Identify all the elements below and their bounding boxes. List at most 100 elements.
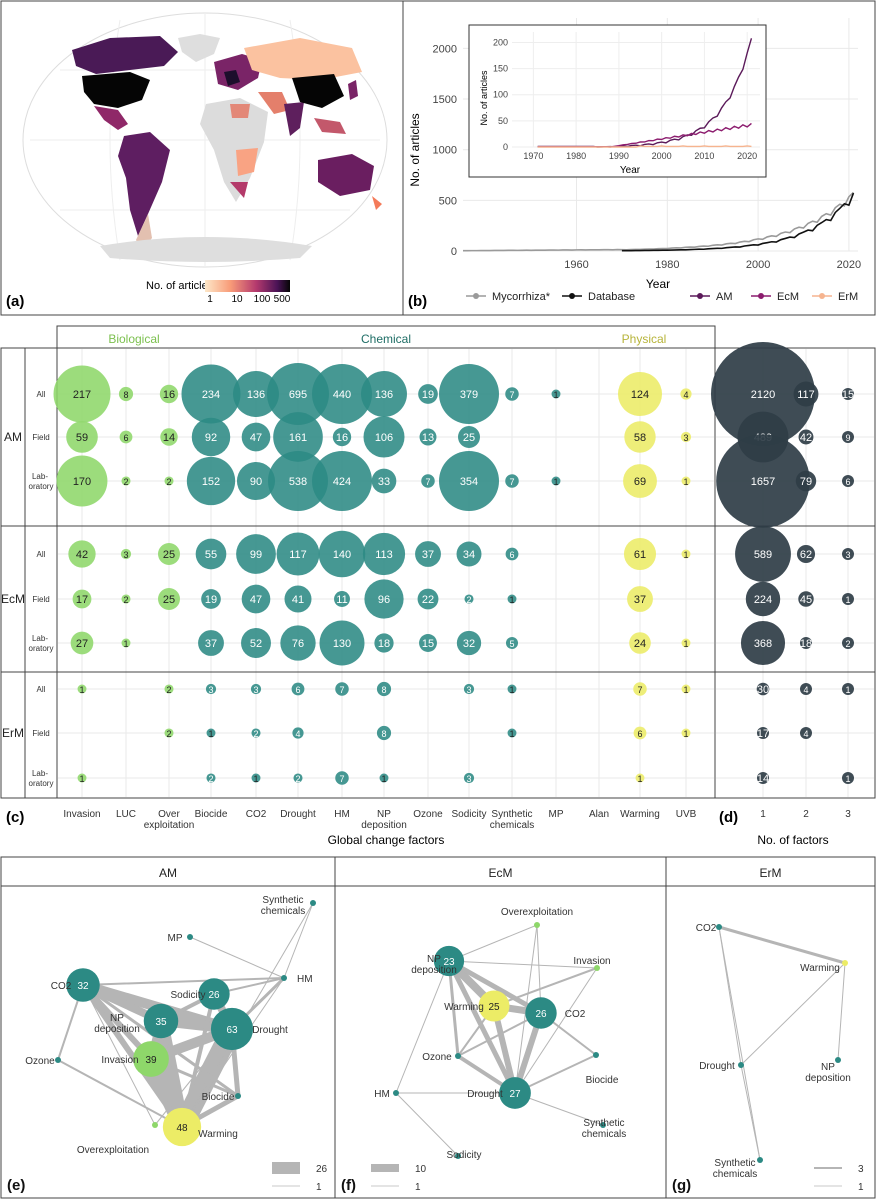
network-edge bbox=[837, 962, 846, 1061]
nfactor-bubble bbox=[795, 470, 817, 492]
nfactor-bubble bbox=[800, 637, 812, 649]
map-legend-tick: 500 bbox=[274, 294, 291, 305]
bubble-chem bbox=[191, 417, 231, 457]
bubble-bio bbox=[158, 543, 180, 565]
factor-tick-label-line: Alan bbox=[589, 809, 609, 820]
nfactor-value: 368 bbox=[754, 638, 772, 650]
legend-min-label: 1 bbox=[415, 1182, 421, 1193]
bubble-chem bbox=[241, 628, 271, 658]
bubble-bio bbox=[119, 430, 133, 444]
nfactor-value: 30 bbox=[757, 684, 769, 696]
y-tick-label: 0 bbox=[451, 246, 457, 258]
bubble-chem bbox=[418, 384, 438, 404]
bubble-phys bbox=[680, 431, 692, 443]
inset-xlabel: Year bbox=[620, 165, 641, 176]
bubble-value: 24 bbox=[634, 638, 646, 650]
bubble-value: 3 bbox=[208, 685, 213, 695]
factor-tick-label-line: deposition bbox=[361, 820, 407, 831]
bubble-value: 1 bbox=[553, 477, 558, 487]
bubble-chem bbox=[291, 682, 305, 696]
legend-min-label: 1 bbox=[858, 1182, 864, 1193]
bubble-phys bbox=[680, 388, 692, 400]
bubble-chem bbox=[551, 476, 561, 486]
network-node bbox=[187, 934, 193, 940]
bubble-value: 16 bbox=[336, 432, 348, 444]
nfactor-value: 45 bbox=[800, 594, 812, 606]
bubble-value: 14 bbox=[163, 432, 175, 444]
nfactor-value: 589 bbox=[754, 549, 772, 561]
bubble-value: 379 bbox=[460, 389, 478, 401]
network-edge bbox=[740, 962, 846, 1066]
bubble-value: 424 bbox=[333, 476, 351, 488]
bubble-value: 136 bbox=[375, 389, 393, 401]
row-label: Lab- bbox=[32, 472, 48, 481]
network-node bbox=[433, 945, 465, 977]
factor-tick-label-line: CO2 bbox=[246, 809, 267, 820]
network-node-label-line: chemicals bbox=[713, 1169, 757, 1180]
legend-label: Database bbox=[588, 291, 635, 303]
network-node bbox=[525, 997, 557, 1029]
bubble-value: 13 bbox=[422, 432, 434, 444]
bubble-value: 8 bbox=[123, 390, 128, 400]
group-label: ErM bbox=[2, 726, 24, 740]
bubble-chem bbox=[206, 728, 216, 738]
bubble-value: 440 bbox=[333, 389, 351, 401]
bubble-value: 25 bbox=[163, 549, 175, 561]
category-header: Physical bbox=[622, 332, 667, 346]
bubble-value: 538 bbox=[289, 476, 307, 488]
bubble-chem bbox=[456, 541, 482, 567]
bubble-phys bbox=[681, 476, 691, 486]
map-legend-tick: 10 bbox=[231, 294, 243, 305]
bubble-value: 1 bbox=[381, 774, 386, 784]
network-edge bbox=[181, 977, 285, 1128]
nfactor-value: 117 bbox=[797, 389, 815, 401]
bubble-bio bbox=[77, 773, 87, 783]
inset-y-tick: 150 bbox=[493, 64, 508, 74]
network-edge bbox=[80, 982, 185, 1130]
network-node-label: NP deposition bbox=[805, 1062, 851, 1084]
bubble-value: 113 bbox=[375, 549, 393, 561]
nfactor-bubble bbox=[798, 591, 814, 607]
series-database bbox=[621, 192, 855, 252]
bubble-value: 19 bbox=[205, 594, 217, 606]
y-tick-label: 2000 bbox=[433, 43, 457, 55]
network-node-label-line: deposition bbox=[411, 965, 457, 976]
bubble-phys bbox=[629, 632, 651, 654]
network-node-label-line: Ozone bbox=[422, 1052, 452, 1063]
bubble-bio bbox=[72, 589, 92, 609]
network-edge bbox=[82, 984, 156, 1126]
legend-min-label: 1 bbox=[316, 1182, 322, 1193]
bubble-value: 2 bbox=[166, 477, 171, 487]
bubble-chem bbox=[507, 728, 517, 738]
network-node-label-line: Drought bbox=[699, 1061, 735, 1072]
network-node-label: Drought bbox=[252, 1025, 288, 1036]
legend-max-label: 26 bbox=[316, 1164, 328, 1175]
bubble-chem bbox=[241, 584, 271, 614]
legend-marker bbox=[473, 293, 479, 299]
map-color-legend: No. of articles 1 10 100 500 bbox=[146, 280, 291, 305]
bubble-value: 3 bbox=[253, 685, 258, 695]
bubble-phys bbox=[633, 726, 647, 740]
bubble-chem bbox=[361, 371, 407, 417]
network-node-label-line: Synthetic bbox=[262, 895, 303, 906]
nfactor-value: 1657 bbox=[751, 476, 775, 488]
bubble-chem bbox=[335, 771, 349, 785]
inset-x-tick: 2020 bbox=[737, 151, 757, 161]
network-node-value: 32 bbox=[77, 981, 89, 992]
bubble-chem bbox=[293, 773, 303, 783]
inset-x-tick: 2010 bbox=[694, 151, 714, 161]
factor-tick-label-line: Biocide bbox=[195, 809, 228, 820]
bubble-chem bbox=[206, 773, 216, 783]
bubble-bio bbox=[164, 476, 174, 486]
network-node-label-line: Warming bbox=[444, 1002, 484, 1013]
bubble-value: 136 bbox=[247, 389, 265, 401]
bubble-chem bbox=[421, 474, 435, 488]
factor-tick-label: Over exploitation bbox=[144, 809, 195, 831]
factor-tick-label-line: NP bbox=[377, 809, 391, 820]
network-edge bbox=[448, 960, 598, 969]
network-node-label-line: NP bbox=[110, 1013, 124, 1024]
network-edge bbox=[395, 960, 450, 1094]
map-legend-title: No. of articles bbox=[146, 280, 214, 292]
inset-y-tick: 100 bbox=[493, 90, 508, 100]
